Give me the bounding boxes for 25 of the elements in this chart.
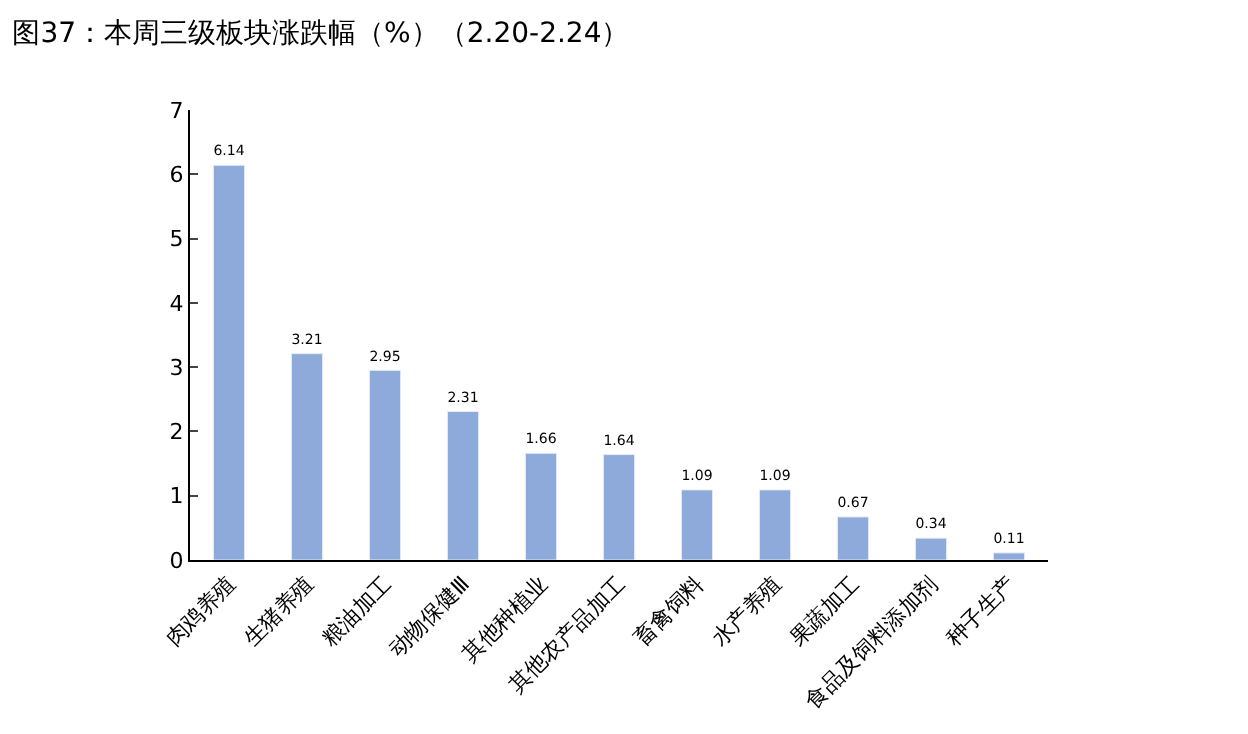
bar [914, 537, 948, 560]
x-tick-label: 种子生产 [940, 571, 1022, 652]
bar [524, 452, 558, 560]
y-tick-label: 7 [169, 97, 184, 124]
x-tick-label: 水产养殖 [706, 571, 788, 652]
chart-title: 图37：本周三级板块涨跌幅（%）（2.20-2.24） [12, 17, 630, 50]
y-tick-label: 2 [169, 419, 184, 446]
y-tick-label: 1 [169, 483, 184, 510]
bar [212, 164, 246, 560]
bar [680, 489, 714, 560]
bar [836, 516, 870, 560]
x-tick-label: 生猪养殖 [238, 571, 320, 652]
y-tick-label: 5 [169, 226, 184, 253]
y-tick-label: 0 [169, 547, 184, 574]
y-tick-label: 3 [169, 354, 184, 381]
x-tick-label: 畜禽饲料 [628, 571, 710, 652]
bar [446, 411, 480, 560]
bar [602, 454, 636, 560]
bar [758, 489, 792, 560]
bar [992, 552, 1026, 560]
y-tick-label: 4 [169, 290, 184, 317]
y-tick-label: 6 [169, 161, 184, 188]
bar [368, 369, 402, 560]
x-tick-label: 肉鸡养殖 [160, 571, 242, 652]
bar [290, 353, 324, 560]
